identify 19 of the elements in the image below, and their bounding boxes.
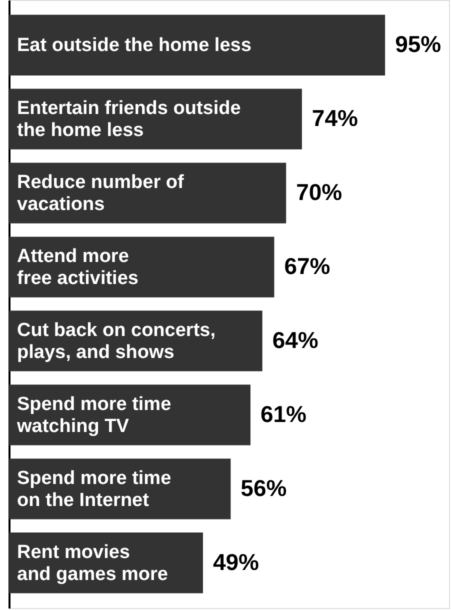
y-tick-label: Entertain friends outside the home less [17,98,241,142]
y-tick-label: Attend more free activities [17,246,138,290]
y-tick-label: Eat outside the home less [17,35,252,56]
data-label: 56% [240,474,287,501]
data-label: 95% [395,31,442,58]
bar [9,14,386,76]
y-tick-label: Spend more time on the Internet [17,468,172,511]
data-label: 61% [260,400,307,427]
y-tick-label: Reduce number of vacations [17,172,184,216]
bar [9,236,274,298]
data-label: 49% [212,548,260,575]
data-label: 64% [272,326,318,353]
data-label: 67% [284,253,330,280]
bar [9,162,286,224]
y-tick-label: Spend more time watching TV [16,394,172,437]
y-tick-label: Rent movies and games more [17,542,168,585]
y-tick-label: Cut back on concerts, plays, and shows [17,320,216,363]
data-label: 70% [296,179,342,206]
data-label: 74% [312,105,358,132]
